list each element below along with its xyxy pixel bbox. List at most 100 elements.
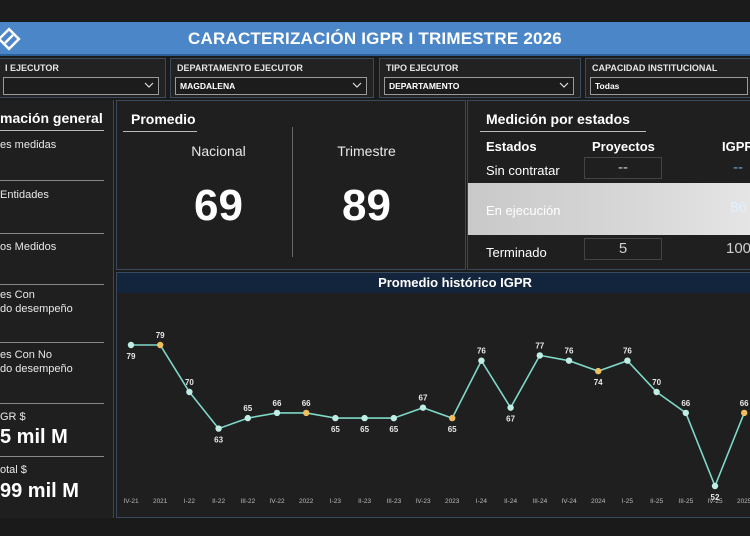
filter-departamento[interactable]: DEPARTAMENTO EJECUTOR MAGDALENA	[170, 58, 374, 98]
data-label: 74	[594, 378, 603, 387]
data-point[interactable]	[273, 409, 281, 417]
data-point[interactable]	[478, 357, 485, 364]
trimestre-label: Trimestre	[337, 143, 396, 159]
x-tick-label: 2021	[153, 498, 168, 505]
data-label: 76	[565, 347, 574, 356]
info-item-line2: do desempeño	[0, 303, 73, 315]
cell-proyectos: --	[584, 157, 662, 179]
filter-label: CAPACIDAD INSTITUCIONAL	[592, 63, 718, 73]
header-estados: Estados	[486, 139, 537, 154]
divider	[0, 284, 104, 285]
row-estado-terminado[interactable]: Terminado	[486, 245, 547, 260]
data-point[interactable]	[711, 482, 719, 490]
chevron-down-icon[interactable]	[559, 80, 569, 90]
data-point[interactable]	[449, 414, 456, 422]
x-tick-label: I-23	[330, 498, 342, 505]
row-highlight-en-ejecucion[interactable]	[468, 183, 750, 235]
filter-value: DEPARTAMENTO	[389, 81, 460, 91]
x-tick-label: I-25	[622, 498, 634, 505]
data-point[interactable]	[244, 414, 251, 422]
data-label: 66	[681, 399, 690, 408]
data-label: 52	[711, 493, 720, 502]
data-label: 65	[243, 404, 252, 413]
filter-ejecutor[interactable]: I EJECUTOR	[0, 58, 166, 98]
medicion-panel: Medición por estados Estados Proyectos I…	[467, 100, 750, 270]
data-point[interactable]	[624, 357, 631, 364]
data-label: 79	[156, 331, 165, 340]
money-label: otal $	[0, 464, 27, 476]
cell-igpr: --	[733, 159, 743, 176]
info-item: es medidas	[0, 139, 57, 151]
info-item: Entidades	[0, 189, 49, 201]
divider	[0, 342, 104, 343]
x-tick-label: 2025	[737, 498, 750, 505]
filter-dropdown-capacidad[interactable]: Todas	[590, 77, 748, 95]
data-label: 65	[448, 425, 457, 434]
nacional-value: 69	[194, 181, 243, 230]
divider	[0, 233, 104, 234]
divider	[0, 130, 104, 131]
x-tick-label: IV-25	[707, 498, 723, 505]
filter-dropdown-ejecutor[interactable]	[3, 77, 159, 95]
x-tick-label: II-24	[504, 498, 517, 505]
data-point[interactable]	[361, 414, 368, 422]
data-point[interactable]	[507, 404, 514, 411]
data-label: 65	[331, 425, 340, 434]
data-point[interactable]	[595, 367, 602, 375]
filter-dropdown-departamento[interactable]: MAGDALENA	[175, 77, 367, 95]
data-label: 70	[185, 378, 194, 387]
data-point[interactable]	[390, 414, 397, 422]
diamond-logo-icon	[0, 27, 21, 51]
row-estado-en-ejecucion[interactable]: En ejecución	[486, 203, 561, 218]
series-line	[131, 344, 745, 489]
data-label: 67	[506, 415, 515, 424]
data-point[interactable]	[565, 357, 573, 364]
data-label: 79	[127, 352, 136, 361]
data-point[interactable]	[186, 388, 193, 396]
x-tick-label: I-24	[476, 498, 488, 505]
filter-capacidad[interactable]: CAPACIDAD INSTITUCIONAL Todas	[585, 58, 750, 98]
data-point[interactable]	[741, 409, 748, 417]
row-estado-sin-contratar[interactable]: Sin contratar	[486, 163, 560, 178]
data-label: 63	[214, 436, 223, 445]
data-point[interactable]	[419, 404, 427, 411]
filter-tipo-ejecutor[interactable]: TIPO EJECUTOR DEPARTAMENTO	[379, 58, 581, 98]
x-tick-label: IV-24	[561, 498, 577, 505]
divider	[292, 127, 293, 257]
filter-label: TIPO EJECUTOR	[386, 63, 459, 73]
filter-value: Todas	[595, 81, 620, 91]
medicion-title: Medición por estados	[486, 111, 630, 127]
data-point[interactable]	[127, 341, 135, 349]
x-tick-label: III-23	[386, 498, 401, 505]
filter-bar: I EJECUTOR DEPARTAMENTO EJECUTOR MAGDALE…	[0, 58, 750, 98]
chevron-down-icon[interactable]	[352, 80, 362, 90]
filter-dropdown-tipo[interactable]: DEPARTAMENTO	[384, 77, 574, 95]
x-tick-label: III-22	[240, 498, 255, 505]
x-tick-label: II-23	[358, 498, 371, 505]
data-point[interactable]	[653, 388, 660, 396]
x-tick-label: I-22	[184, 498, 196, 505]
data-label: 65	[389, 425, 398, 434]
data-point[interactable]	[332, 414, 339, 422]
x-tick-label: IV-23	[415, 498, 431, 505]
data-point[interactable]	[215, 425, 222, 432]
divider	[0, 456, 104, 457]
x-tick-label: II-22	[212, 498, 225, 505]
header-igpr: IGPR	[722, 139, 750, 154]
divider	[123, 131, 197, 132]
info-item-line2: do desempeño	[0, 363, 73, 375]
filter-label: DEPARTAMENTO EJECUTOR	[177, 63, 303, 73]
header-bar: CARACTERIZACIÓN IGPR I TRIMESTRE 2026	[0, 22, 750, 56]
money-value: 5 mil M	[0, 426, 68, 448]
chevron-down-icon[interactable]	[144, 80, 154, 90]
data-point[interactable]	[303, 409, 310, 417]
line-chart: 79 IV-21 79 2021 70 I-22 63 II-22 65 III-22 66 IV-2…	[123, 331, 750, 505]
data-point[interactable]	[536, 352, 543, 359]
filter-label: I EJECUTOR	[5, 63, 59, 73]
chart-title: Promedio histórico IGPR	[378, 275, 532, 290]
data-point[interactable]	[682, 409, 689, 417]
divider	[480, 131, 646, 132]
data-point[interactable]	[157, 341, 164, 349]
x-tick-label: III-25	[678, 498, 693, 505]
filter-value: MAGDALENA	[180, 81, 236, 91]
